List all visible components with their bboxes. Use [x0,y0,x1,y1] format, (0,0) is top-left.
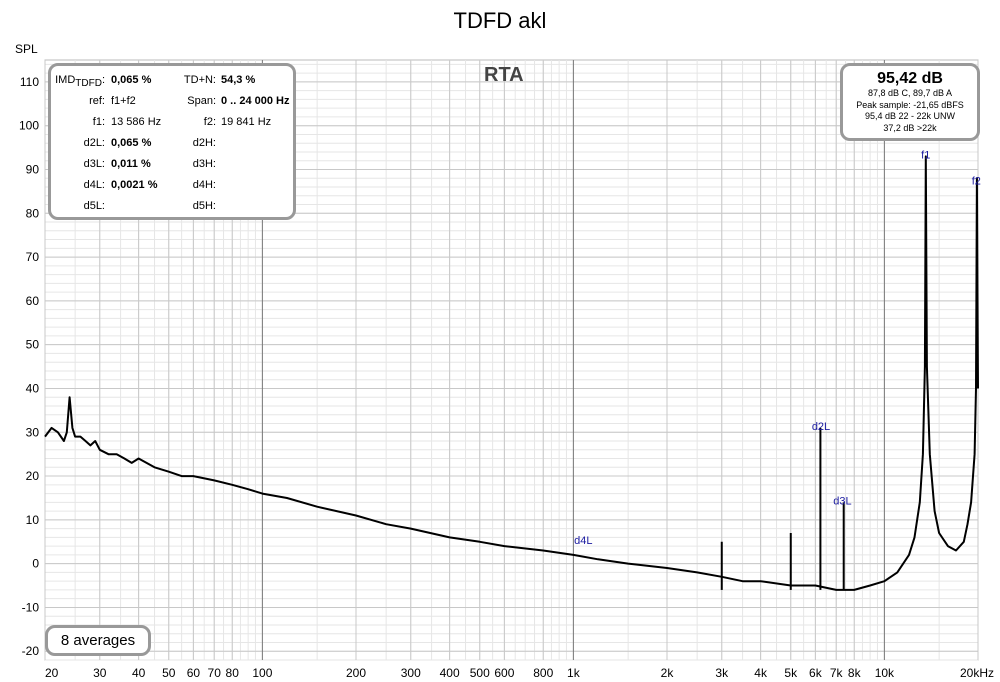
y-tick-label: 0 [32,557,39,571]
annotation-f1: f1 [921,149,930,161]
x-tick-label: 8k [848,666,862,680]
y-tick-label: -10 [22,600,40,614]
imd-label: IMDTDFD: [55,74,105,90]
x-tick-label: 20 [45,666,59,680]
f2-label: f2: [203,116,216,128]
y-tick-label: -20 [22,644,40,658]
x-tick-label: 500 [470,666,490,680]
f1-value: 13 586 Hz [111,116,162,128]
x-tick-label: 600 [494,666,514,680]
span-label: Span: [187,95,216,107]
x-tick-label: 40 [132,666,146,680]
d2h-label: d2H: [192,137,216,149]
d5h-label: d5H: [192,200,216,212]
d4h-label: d4H: [192,179,216,191]
chart-title: TDFD akl [453,8,547,33]
x-tick-label: 70 [208,666,222,680]
level-unweighted: 95,4 dB 22 - 22k UNW [864,111,956,121]
annotation-d4L: d4L [574,535,592,547]
f1-label: f1: [92,116,105,128]
y-tick-label: 110 [20,75,39,89]
tdn-value: 54,3 % [221,74,256,86]
imd-readout-panel: IMDTDFD: 0,065 % TD+N: 54,3 % ref: f1+f2… [48,63,296,220]
rta-label: RTA [484,64,524,86]
x-tick-label: 800 [533,666,553,680]
x-tick-label: 2k [661,666,675,680]
y-tick-label: 100 [19,119,39,133]
annotation-d2L: d2L [812,421,830,433]
y-tick-label: 10 [26,513,40,527]
y-tick-label: 30 [26,425,40,439]
d3l-value: 0,011 % [111,158,151,170]
d3l-label: d3L: [83,158,105,170]
level-main-value: 95,42 dB [877,70,943,87]
d3h-label: d3H: [192,158,216,170]
spectrum-trace [44,155,979,591]
x-tick-label: 100 [252,666,272,680]
y-tick-label: 20 [26,469,40,483]
x-tick-label: 10k [875,666,895,680]
f2-value: 19 841 Hz [221,116,272,128]
x-tick-label: 200 [346,666,366,680]
averages-badge: 8 averages [45,625,151,656]
x-tick-label: 300 [401,666,421,680]
d2l-label: d2L: [83,137,105,149]
y-tick-label: 60 [26,294,40,308]
y-tick-label: 50 [26,338,40,352]
ref-value: f1+f2 [111,95,136,107]
annotation-d3L: d3L [833,495,851,507]
y-tick-label: 90 [26,162,40,176]
span-value: 0 .. 24 000 Hz [221,95,290,107]
d4l-label: d4L: [83,179,105,191]
x-tick-label: 4k [754,666,768,680]
d4l-value: 0,0021 % [111,179,158,191]
x-tick-label: 5k [784,666,798,680]
x-tick-label: 3k [715,666,729,680]
y-axis-label: SPL [15,42,38,56]
x-tick-label: 30 [93,666,107,680]
x-tick-label: 20kHz [960,666,994,680]
y-tick-label: 70 [26,250,40,264]
annotation-f2: f2 [972,176,981,188]
d5l-label: d5L: [83,200,105,212]
x-tick-label: 400 [440,666,460,680]
imd-sub: TDFD [75,78,102,90]
x-tick-label: 7k [830,666,844,680]
x-tick-label: 50 [162,666,176,680]
level-above-22k: 37,2 dB >22k [883,122,937,133]
x-tick-label: 60 [187,666,201,680]
level-weighted: 87,8 dB C, 89,7 dB A [867,88,953,98]
level-peak-sample: Peak sample: -21,65 dBFS [856,99,964,110]
x-tick-label: 6k [809,666,823,680]
d2l-value: 0,065 % [111,137,152,149]
x-tick-label: 1k [567,666,581,680]
x-tick-label: 80 [226,666,240,680]
ref-label: ref: [89,95,105,107]
level-readout-panel: 95,42 dB 87,8 dB C, 89,7 dB A Peak sampl… [840,63,980,141]
tdn-label: TD+N: [183,74,216,86]
y-tick-label: 40 [26,381,40,395]
imd-value: 0,065 % [111,74,152,86]
y-tick-label: 80 [26,206,40,220]
